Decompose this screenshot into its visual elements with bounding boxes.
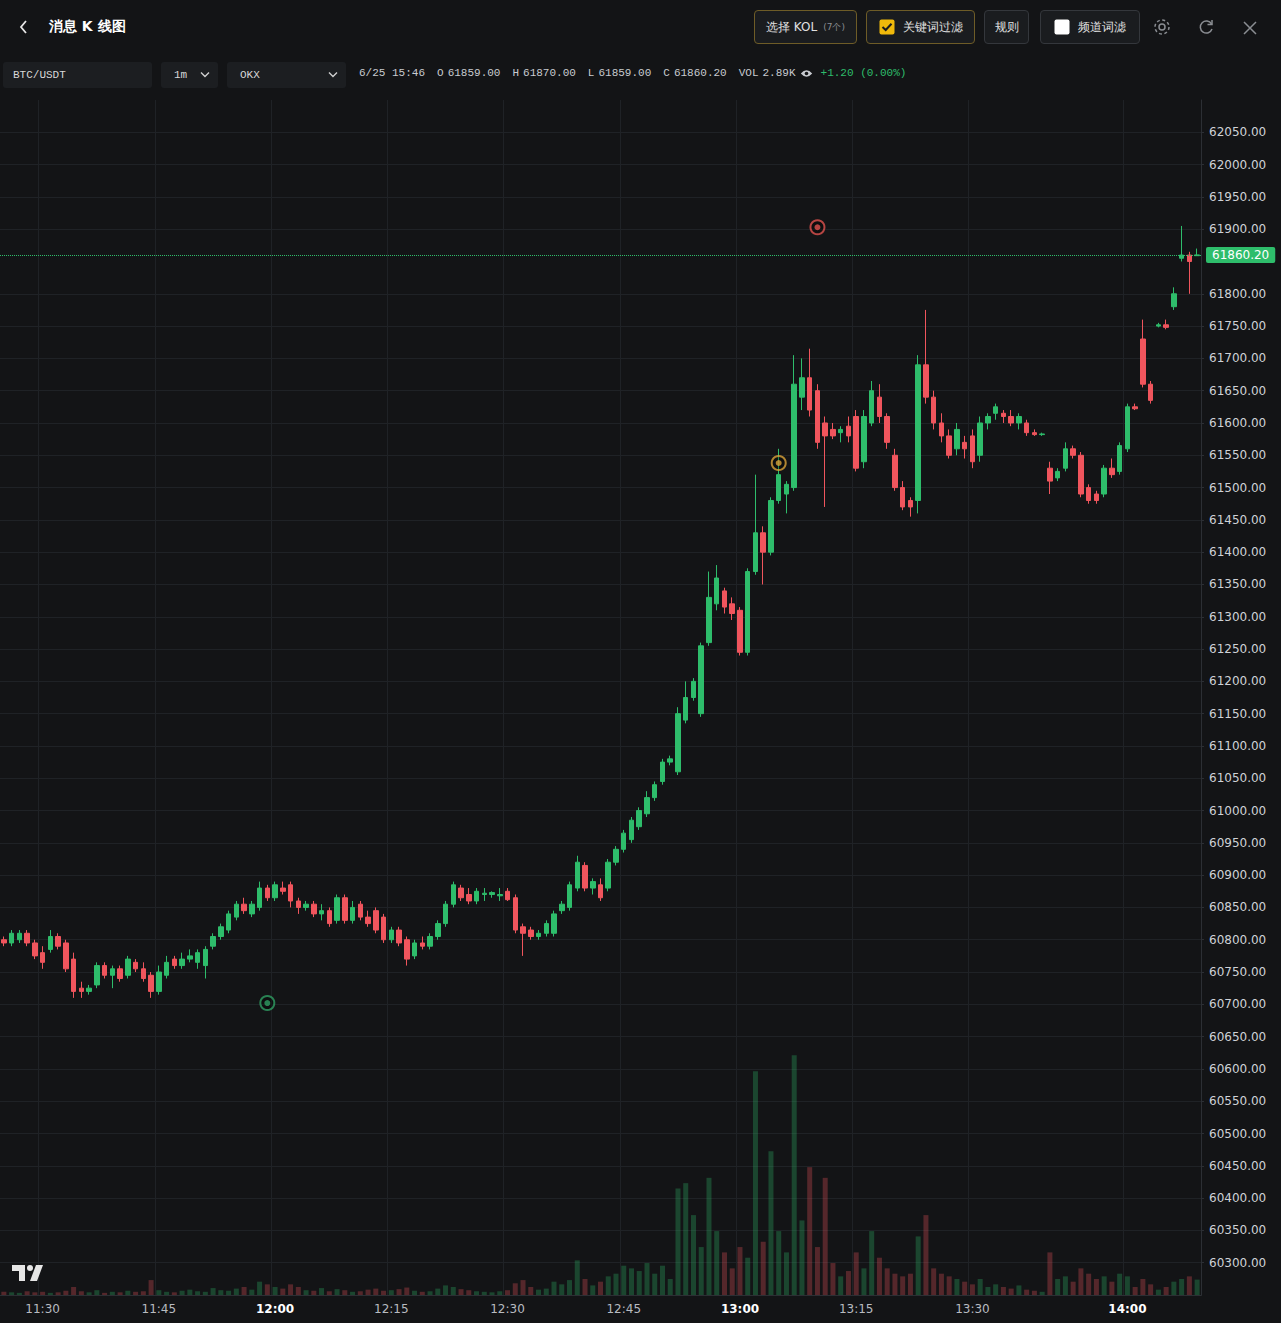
svg-text:61300.00: 61300.00 [1209, 610, 1266, 624]
html-text:+1.20 (0.00%): +1.20 (0.00%) [820, 67, 907, 79]
svg-text:12:00: 12:00 [256, 1302, 294, 1316]
html-text:消息 K 线图: 消息 K 线图 [49, 18, 126, 34]
html-text:OKX: OKX [240, 69, 260, 81]
svg-text:61860.20: 61860.20 [1212, 248, 1269, 262]
svg-text:12:45: 12:45 [606, 1302, 641, 1316]
svg-text:13:15: 13:15 [839, 1302, 874, 1316]
html-text:选择 KOL (7个): 选择 KOL (7个) [766, 19, 845, 34]
svg-text:61550.00: 61550.00 [1209, 448, 1266, 462]
svg-text:2.89K: 2.89K [1212, 1273, 1248, 1287]
svg-text:13:30: 13:30 [955, 1302, 990, 1316]
svg-text:61750.00: 61750.00 [1209, 319, 1266, 333]
svg-text:60950.00: 60950.00 [1209, 836, 1266, 850]
svg-text:60550.00: 60550.00 [1209, 1094, 1266, 1108]
svg-text:61400.00: 61400.00 [1209, 545, 1266, 559]
svg-text:61100.00: 61100.00 [1209, 739, 1266, 753]
html-text:H 61870.00: H 61870.00 [512, 67, 576, 79]
svg-text:60400.00: 60400.00 [1209, 1191, 1266, 1205]
svg-text:60450.00: 60450.00 [1209, 1159, 1266, 1173]
html-text:C 61860.20: C 61860.20 [663, 67, 727, 79]
svg-text:62050.00: 62050.00 [1209, 125, 1266, 139]
svg-text:60700.00: 60700.00 [1209, 997, 1266, 1011]
svg-text:13:00: 13:00 [721, 1302, 759, 1316]
svg-text:61350.00: 61350.00 [1209, 577, 1266, 591]
svg-text:60300.00: 60300.00 [1209, 1256, 1266, 1270]
svg-text:61200.00: 61200.00 [1209, 674, 1266, 688]
svg-text:60800.00: 60800.00 [1209, 933, 1266, 947]
html-text:6/25 15:46: 6/25 15:46 [359, 67, 425, 79]
html-text:规则: 规则 [994, 19, 1019, 34]
svg-text:61600.00: 61600.00 [1209, 416, 1266, 430]
svg-text:60650.00: 60650.00 [1209, 1030, 1266, 1044]
svg-text:12:30: 12:30 [490, 1302, 525, 1316]
svg-text:60900.00: 60900.00 [1209, 868, 1266, 882]
svg-text:62000.00: 62000.00 [1209, 158, 1266, 172]
svg-text:61250.00: 61250.00 [1209, 642, 1266, 656]
svg-text:61000.00: 61000.00 [1209, 804, 1266, 818]
html-text:VOL 2.89K: VOL 2.89K [738, 67, 796, 79]
html-text:频道词滤: 频道词滤 [1078, 19, 1126, 34]
html-text:O 61859.00: O 61859.00 [437, 67, 501, 79]
svg-text:61650.00: 61650.00 [1209, 384, 1266, 398]
svg-text:61900.00: 61900.00 [1209, 222, 1266, 236]
svg-text:61700.00: 61700.00 [1209, 351, 1266, 365]
svg-text:60500.00: 60500.00 [1209, 1127, 1266, 1141]
html-text:BTC/USDT: BTC/USDT [13, 69, 66, 81]
svg-text:11:30: 11:30 [25, 1302, 60, 1316]
html-text:L 61859.00: L 61859.00 [587, 67, 652, 79]
svg-text:61450.00: 61450.00 [1209, 513, 1266, 527]
svg-text:61950.00: 61950.00 [1209, 190, 1266, 204]
svg-text:60350.00: 60350.00 [1209, 1223, 1266, 1237]
svg-text:11:45: 11:45 [142, 1302, 177, 1316]
svg-text:12:15: 12:15 [374, 1302, 409, 1316]
html-text:1m: 1m [174, 69, 188, 81]
html-text:关键词过滤: 关键词过滤 [902, 19, 963, 34]
svg-text:14:00: 14:00 [1108, 1302, 1146, 1316]
svg-text:61150.00: 61150.00 [1209, 707, 1266, 721]
svg-text:61050.00: 61050.00 [1209, 771, 1266, 785]
svg-text:60600.00: 60600.00 [1209, 1062, 1266, 1076]
svg-text:61500.00: 61500.00 [1209, 481, 1266, 495]
svg-text:61800.00: 61800.00 [1209, 287, 1266, 301]
svg-text:60850.00: 60850.00 [1209, 900, 1266, 914]
svg-text:60750.00: 60750.00 [1209, 965, 1266, 979]
